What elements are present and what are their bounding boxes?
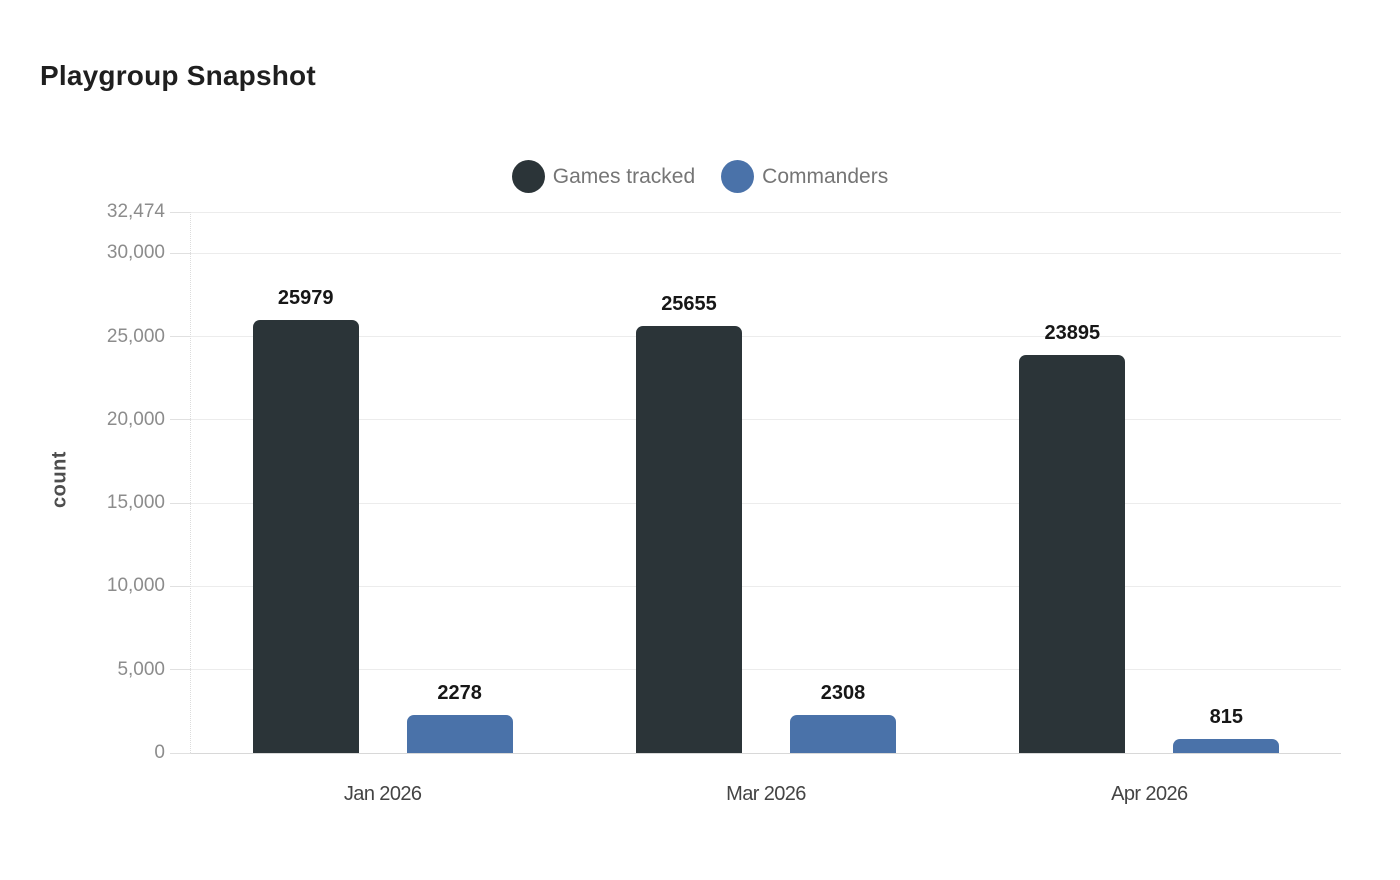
bar-value-label: 2308	[820, 681, 866, 704]
y-tick-mark	[170, 211, 191, 213]
y-gridline	[191, 336, 1341, 337]
bar-value-label: 23895	[1044, 321, 1101, 344]
y-gridline	[191, 419, 1341, 421]
bar-commanders-jan-2026[interactable]	[406, 715, 513, 753]
bar-value-label: 815	[1209, 706, 1244, 729]
y-tick-mark	[170, 669, 191, 671]
bar-games-tracked-jan-2026[interactable]	[252, 320, 359, 753]
bar-value-label: 25655	[661, 292, 717, 315]
plot-area: 0 5,000 10,000 15,000 20,000 25,000 30,000 32,4…	[107, 202, 1341, 805]
bar-value-label: 2278	[437, 682, 482, 705]
y-gridline	[191, 752, 1341, 754]
y-gridline	[191, 585, 1341, 587]
y-tick-label: 25,000	[106, 325, 165, 347]
y-tick-mark	[170, 752, 191, 754]
y-gridline	[191, 669, 1341, 671]
legend-swatch-circle-icon	[511, 160, 545, 193]
bar-commanders-apr-2026[interactable]	[1173, 739, 1280, 753]
legend-item-games-tracked[interactable]: Games tracked	[511, 160, 696, 193]
y-tick-mark	[170, 502, 191, 504]
y-tick-mark	[170, 585, 191, 587]
legend-item-commanders[interactable]: Commanders	[721, 160, 888, 193]
y-tick-mark	[170, 252, 191, 254]
y-tick-label: 5,000	[117, 658, 165, 680]
legend-label: Games tracked	[552, 164, 696, 188]
y-tick-mark	[170, 336, 191, 337]
y-tick-label: 0	[154, 742, 165, 763]
y-tick-label: 30,000	[106, 242, 165, 264]
x-tick-label-jan-2026: Jan 2026	[343, 783, 422, 805]
y-gridline	[191, 211, 1341, 213]
x-tick-label-mar-2026: Mar 2026	[726, 783, 806, 805]
legend-swatch-circle-icon	[721, 160, 755, 193]
y-tick-mark	[170, 419, 191, 421]
chart-title: Playgroup Snapshot	[40, 60, 316, 91]
bar-commanders-mar-2026[interactable]	[790, 714, 896, 753]
legend: Games tracked Commanders	[0, 160, 1400, 193]
y-tick-label: 10,000	[106, 575, 165, 597]
bar-value-label: 25979	[277, 287, 334, 310]
y-tick-label: 20,000	[106, 408, 165, 430]
legend-label: Commanders	[762, 164, 889, 188]
bar-games-tracked-apr-2026[interactable]	[1019, 354, 1126, 753]
y-tick-label: 15,000	[106, 492, 165, 514]
y-tick-label: 32,474	[106, 201, 165, 222]
y-gridline	[191, 252, 1341, 254]
bar-games-tracked-mar-2026[interactable]	[636, 325, 742, 753]
x-tick-label-apr-2026: Apr 2026	[1111, 783, 1188, 805]
y-gridline	[191, 502, 1341, 504]
